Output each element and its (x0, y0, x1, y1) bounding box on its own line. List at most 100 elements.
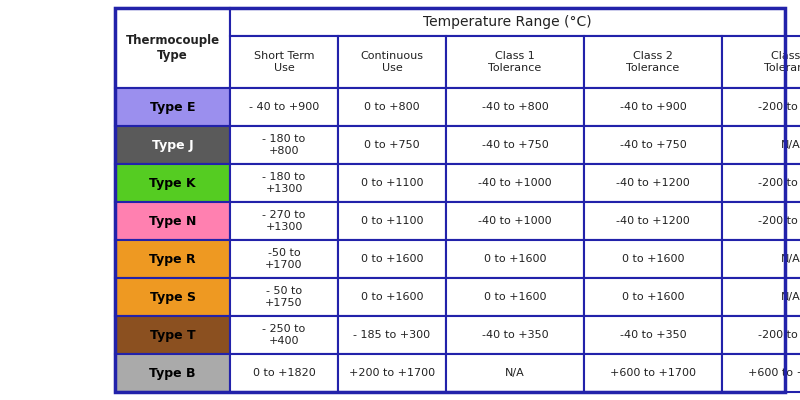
Text: -200 to +40: -200 to +40 (758, 216, 800, 226)
Text: Type E: Type E (150, 100, 195, 114)
Bar (446, 278, 584, 316)
Bar (446, 36, 584, 88)
Bar (115, 316, 230, 354)
Text: - 270 to
+1300: - 270 to +1300 (262, 210, 306, 232)
Text: -40 to +350: -40 to +350 (482, 330, 548, 340)
Text: -40 to +1200: -40 to +1200 (616, 216, 690, 226)
Text: Class 2
Tolerance: Class 2 Tolerance (626, 51, 680, 73)
Text: Type J: Type J (152, 138, 194, 152)
Bar (115, 126, 230, 164)
Bar (722, 278, 800, 316)
Text: 0 to +800: 0 to +800 (364, 102, 420, 112)
Bar (446, 354, 584, 392)
Text: 0 to +1600: 0 to +1600 (484, 292, 546, 302)
Text: Type N: Type N (149, 214, 196, 228)
Bar (230, 316, 338, 354)
Bar (722, 202, 800, 240)
Bar (584, 126, 722, 164)
Bar (115, 278, 230, 316)
Text: - 50 to
+1750: - 50 to +1750 (266, 286, 302, 308)
Text: Temperature Range (°C): Temperature Range (°C) (423, 15, 592, 29)
Text: - 185 to +300: - 185 to +300 (354, 330, 430, 340)
Bar (722, 316, 800, 354)
Text: Type K: Type K (149, 176, 196, 190)
Bar (722, 164, 800, 202)
Bar (446, 126, 584, 164)
Bar (338, 316, 446, 354)
Text: N/A: N/A (505, 368, 525, 378)
Text: -40 to +1000: -40 to +1000 (478, 178, 552, 188)
Bar (230, 126, 338, 164)
Text: -40 to +800: -40 to +800 (482, 102, 548, 112)
Text: Type T: Type T (150, 328, 195, 342)
Bar (230, 202, 338, 240)
Bar (584, 240, 722, 278)
Text: Type R: Type R (149, 252, 196, 266)
Text: 0 to +1100: 0 to +1100 (361, 178, 423, 188)
Text: - 180 to
+800: - 180 to +800 (262, 134, 306, 156)
Bar (230, 36, 338, 88)
Text: -40 to +750: -40 to +750 (482, 140, 548, 150)
Bar (230, 354, 338, 392)
Bar (230, 8, 785, 36)
Text: -200 to +40: -200 to +40 (758, 178, 800, 188)
Text: -40 to +1000: -40 to +1000 (478, 216, 552, 226)
Bar (446, 88, 584, 126)
Text: - 180 to
+1300: - 180 to +1300 (262, 172, 306, 194)
Bar (584, 316, 722, 354)
Bar (584, 202, 722, 240)
Text: -40 to +350: -40 to +350 (620, 330, 686, 340)
Text: -40 to +750: -40 to +750 (620, 140, 686, 150)
Bar (230, 240, 338, 278)
Text: - 250 to
+400: - 250 to +400 (262, 324, 306, 346)
Text: -40 to +1200: -40 to +1200 (616, 178, 690, 188)
Bar (722, 240, 800, 278)
Text: -50 to
+1700: -50 to +1700 (266, 248, 302, 270)
Text: N/A: N/A (781, 140, 800, 150)
Bar (338, 202, 446, 240)
Text: 0 to +1600: 0 to +1600 (622, 292, 684, 302)
Text: 0 to +1600: 0 to +1600 (361, 254, 423, 264)
Text: 0 to +750: 0 to +750 (364, 140, 420, 150)
Bar (338, 126, 446, 164)
Bar (338, 164, 446, 202)
Text: 0 to +1600: 0 to +1600 (622, 254, 684, 264)
Bar (115, 240, 230, 278)
Text: Thermocouple
Type: Thermocouple Type (126, 34, 219, 62)
Bar (338, 88, 446, 126)
Bar (722, 354, 800, 392)
Text: -200 to +40: -200 to +40 (758, 102, 800, 112)
Bar (446, 316, 584, 354)
Text: +600 to +1700: +600 to +1700 (748, 368, 800, 378)
Bar (230, 88, 338, 126)
Text: Class 1
Tolerance: Class 1 Tolerance (488, 51, 542, 73)
Bar (115, 8, 230, 88)
Bar (446, 202, 584, 240)
Text: Type S: Type S (150, 290, 195, 304)
Bar (722, 126, 800, 164)
Bar (230, 278, 338, 316)
Text: -40 to +900: -40 to +900 (620, 102, 686, 112)
Bar (446, 240, 584, 278)
Text: 0 to +1600: 0 to +1600 (361, 292, 423, 302)
Bar (584, 354, 722, 392)
Text: N/A: N/A (781, 254, 800, 264)
Text: 0 to +1820: 0 to +1820 (253, 368, 315, 378)
Bar (584, 278, 722, 316)
Bar (338, 240, 446, 278)
Text: -200 to +40: -200 to +40 (758, 330, 800, 340)
Bar (584, 36, 722, 88)
Text: +200 to +1700: +200 to +1700 (349, 368, 435, 378)
Bar (115, 354, 230, 392)
Bar (722, 36, 800, 88)
Text: Continuous
Use: Continuous Use (361, 51, 423, 73)
Text: N/A: N/A (781, 292, 800, 302)
Text: Type B: Type B (150, 366, 196, 380)
Text: 0 to +1100: 0 to +1100 (361, 216, 423, 226)
Text: 0 to +1600: 0 to +1600 (484, 254, 546, 264)
Bar (446, 164, 584, 202)
Bar (230, 164, 338, 202)
Bar (115, 164, 230, 202)
Bar (115, 8, 785, 392)
Bar (722, 88, 800, 126)
